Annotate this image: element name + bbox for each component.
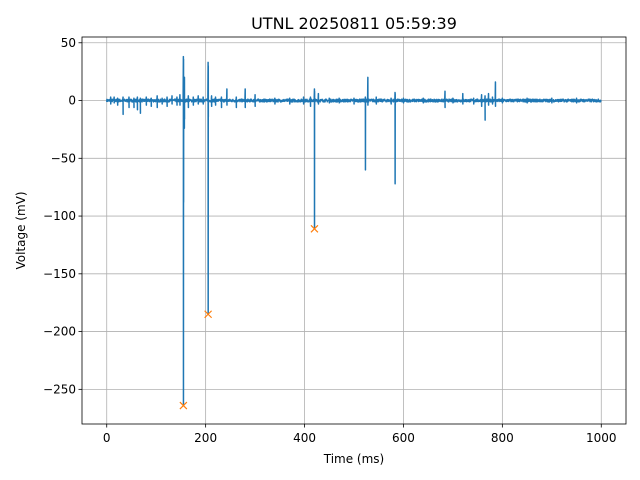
plot-area <box>105 55 602 410</box>
peak-marker <box>310 224 319 233</box>
y-tick-label: 50 <box>61 36 76 50</box>
y-tick-label: −200 <box>43 325 76 339</box>
x-tick-label: 200 <box>194 431 217 445</box>
y-axis-title: Voltage (mV) <box>14 191 28 269</box>
axes-frame <box>81 36 627 425</box>
y-tick-label: −100 <box>43 209 76 223</box>
y-tick-label: −150 <box>43 267 76 281</box>
x-tick-label: 800 <box>491 431 514 445</box>
y-tick-label: −50 <box>51 151 76 165</box>
peak-markers <box>179 224 319 410</box>
x-tick-label: 0 <box>103 431 111 445</box>
x-tick-label: 1000 <box>586 431 617 445</box>
peak-marker <box>204 310 213 319</box>
grid <box>82 37 626 424</box>
x-tick-label: 600 <box>392 431 415 445</box>
x-axis: 0 200 400 600 800 1000 <box>103 424 617 445</box>
peak-marker <box>179 401 188 410</box>
y-tick-label: −250 <box>43 382 76 396</box>
x-axis-title: Time (ms) <box>323 452 385 466</box>
y-tick-label: 0 <box>68 94 76 108</box>
chart-title: UTNL 20250811 05:59:39 <box>251 14 457 33</box>
y-axis: 50 0 −50 −100 −150 −200 −250 <box>43 36 82 396</box>
x-tick-label: 400 <box>293 431 316 445</box>
signal-series-line <box>105 55 602 407</box>
